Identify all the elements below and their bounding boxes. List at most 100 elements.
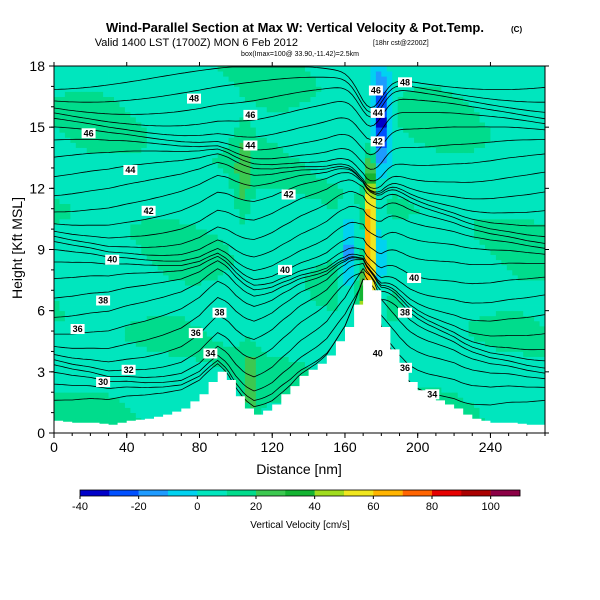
velocity-cell [375,208,382,215]
velocity-cell [364,76,371,82]
velocity-cell [228,285,235,291]
velocity-cell [190,127,197,133]
velocity-cell [266,224,273,230]
velocity-cell [223,285,229,291]
velocity-cell [86,122,93,128]
velocity-cell [179,280,186,286]
velocity-cell [326,96,333,103]
velocity-cell [86,346,93,352]
velocity-cell [403,254,410,261]
velocity-cell [108,66,115,72]
velocity-cell [163,387,169,393]
velocity-cell [315,310,322,317]
velocity-cell [146,315,153,322]
velocity-cell [174,106,180,113]
velocity-cell [179,137,186,143]
velocity-cell [54,244,60,250]
velocity-cell [163,356,169,363]
velocity-cell [212,315,219,322]
velocity-cell [223,106,229,113]
velocity-cell [190,269,197,276]
velocity-cell [315,106,322,113]
velocity-cell [397,290,404,296]
velocity-cell [157,178,164,184]
velocity-cell [146,234,153,240]
velocity-cell [59,152,66,159]
velocity-cell [223,320,229,327]
velocity-cell [152,295,159,301]
velocity-cell [92,101,99,108]
velocity-cell [92,259,99,266]
velocity-cell [244,86,251,92]
velocity-cell [343,76,349,82]
velocity-cell [403,208,410,215]
velocity-cell [223,111,229,118]
velocity-cell [92,407,99,414]
velocity-cell [424,101,431,108]
velocity-cell [414,269,420,276]
velocity-cell [184,392,191,398]
velocity-cell [70,91,77,97]
velocity-cell [174,315,180,322]
velocity-cell [304,249,311,255]
velocity-cell [288,229,295,235]
velocity-cell [397,213,404,220]
velocity-cell [332,224,339,230]
velocity-cell [70,244,77,250]
velocity-cell [277,285,284,291]
velocity-cell [277,341,284,347]
velocity-cell [277,397,284,403]
velocity-cell [261,167,268,174]
velocity-cell [321,229,328,235]
velocity-cell [288,122,295,128]
velocity-cell [354,147,360,154]
velocity-cell [223,142,229,148]
velocity-cell [130,127,137,133]
velocity-cell [239,371,246,378]
velocity-cell [217,96,224,103]
velocity-cell [392,66,399,72]
velocity-cell [114,366,120,373]
velocity-cell [179,346,186,352]
velocity-cell [217,336,224,342]
velocity-cell [141,387,148,393]
velocity-cell [223,188,229,194]
velocity-cell [261,315,268,322]
velocity-cell [75,366,82,373]
velocity-cell [64,269,71,276]
velocity-cell [255,198,262,205]
velocity-cell [152,397,159,403]
velocity-cell [114,147,120,154]
velocity-cell [408,101,415,108]
velocity-cell [212,188,219,194]
velocity-cell [299,162,306,169]
velocity-cell [168,310,175,317]
velocity-cell [70,198,77,205]
velocity-cell [223,116,229,123]
velocity-cell [108,122,115,128]
velocity-cell [359,188,366,194]
velocity-cell [184,157,191,164]
velocity-cell [70,178,77,184]
velocity-cell [386,305,393,312]
velocity-cell [201,106,208,113]
velocity-cell [201,224,208,230]
velocity-cell [239,234,246,240]
velocity-cell [381,310,388,317]
velocity-cell [244,356,251,363]
velocity-cell [190,305,197,312]
velocity-cell [119,387,126,393]
velocity-cell [266,213,273,220]
velocity-cell [359,127,366,133]
velocity-cell [304,86,311,92]
velocity-cell [277,320,284,327]
velocity-cell [201,96,208,103]
velocity-cell [168,407,175,414]
velocity-cell [163,96,169,103]
velocity-cell [310,152,317,159]
velocity-cell [397,101,404,108]
velocity-cell [337,152,344,159]
velocity-cell [370,208,377,215]
velocity-cell [397,259,404,266]
velocity-cell [234,376,240,383]
